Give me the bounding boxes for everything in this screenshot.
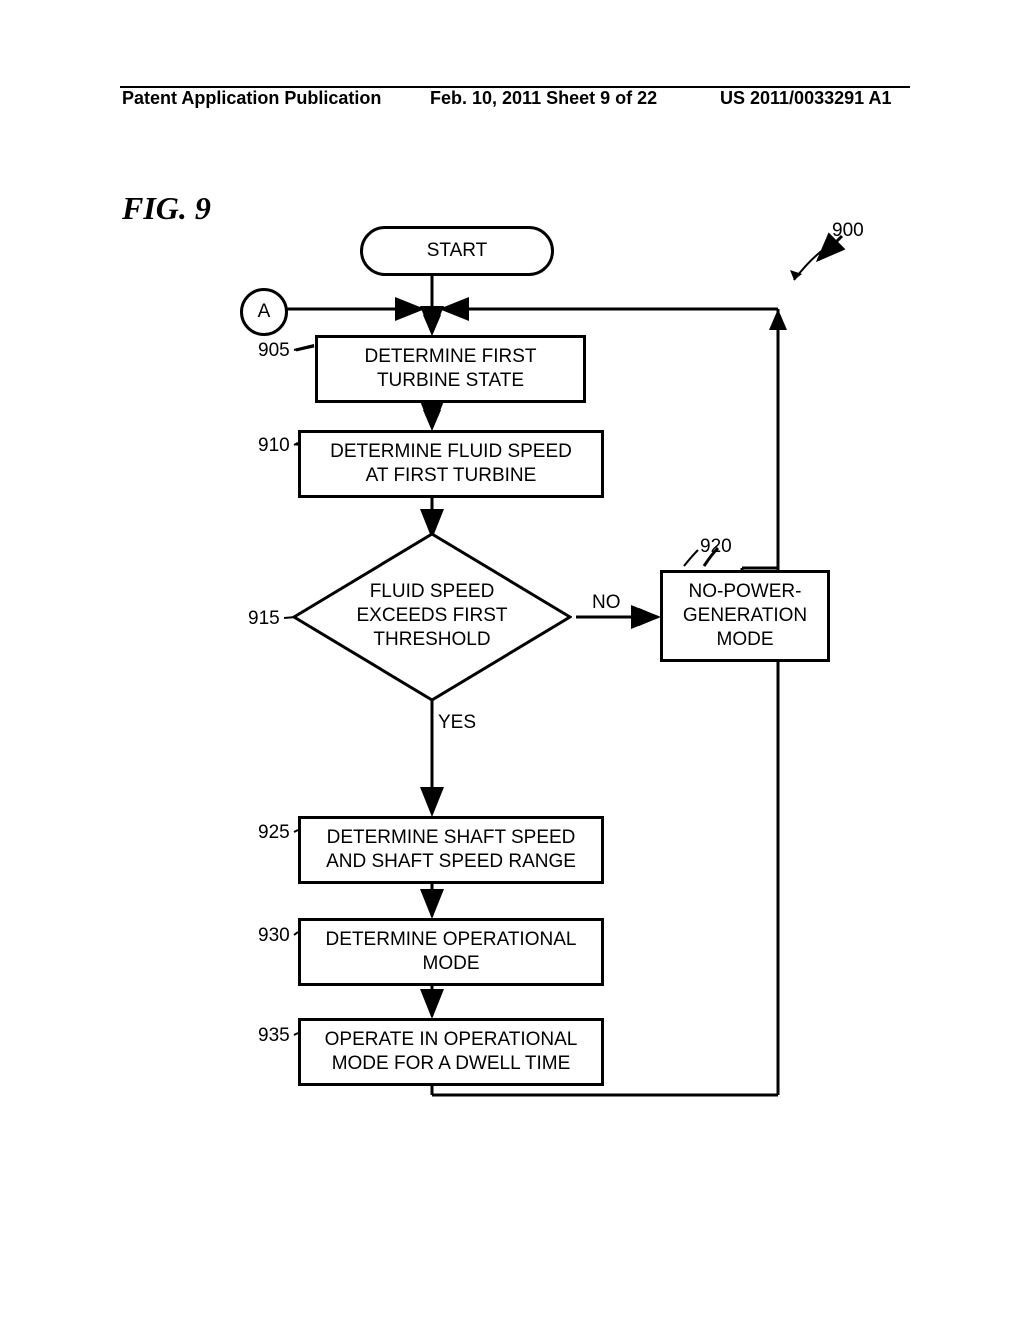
page: { "page": { "width": 1024, "height": 132…	[0, 0, 1024, 1320]
leader-900	[0, 0, 1024, 1320]
